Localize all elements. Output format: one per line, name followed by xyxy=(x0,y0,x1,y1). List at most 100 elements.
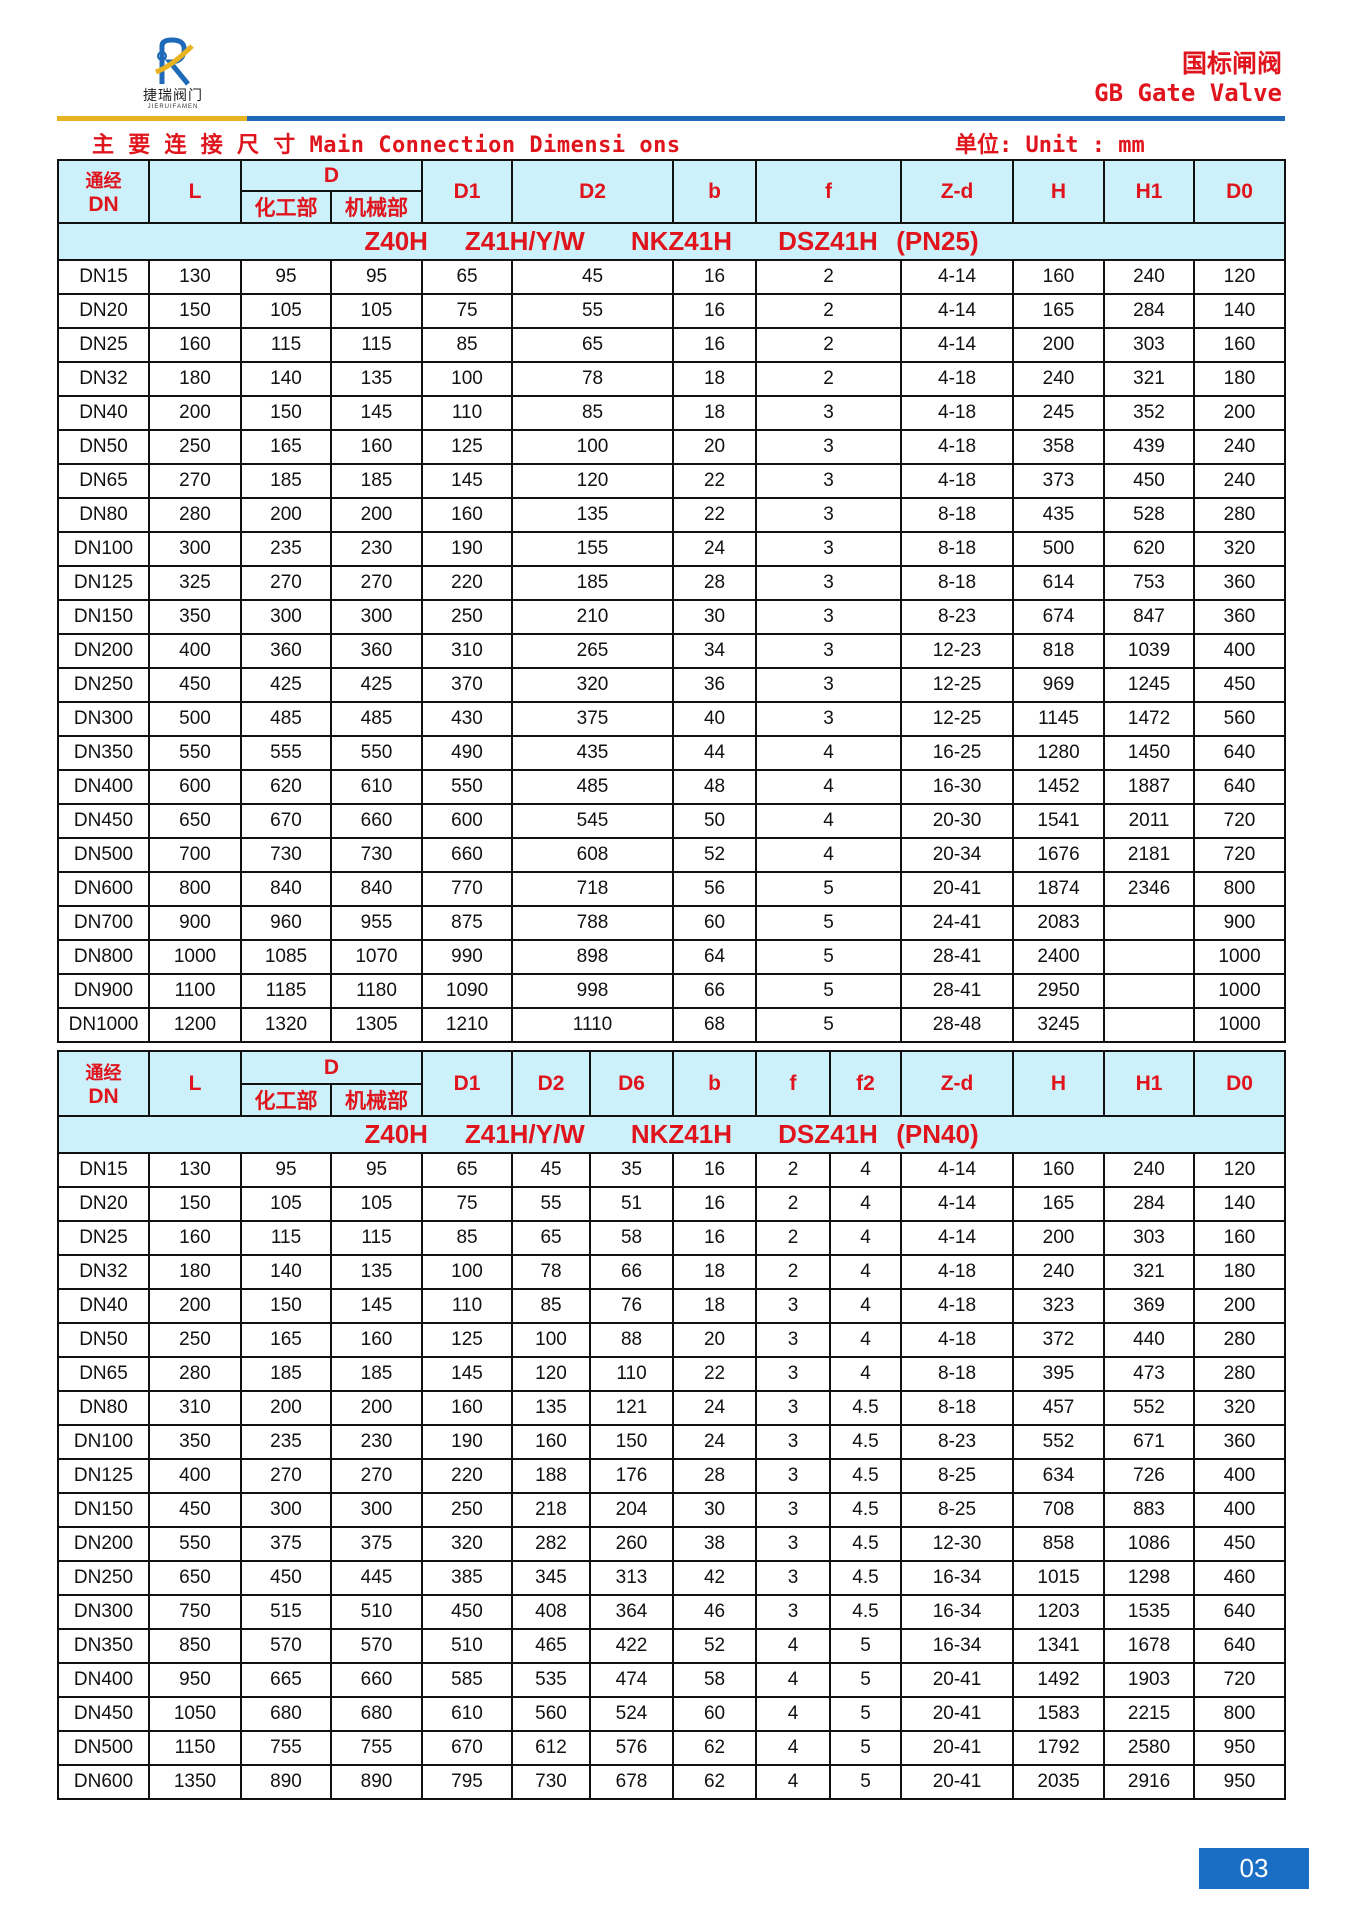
table-cell: 20-34 xyxy=(900,837,1015,873)
table-cell: 185 xyxy=(329,463,424,499)
table-cell: 890 xyxy=(329,1764,424,1800)
table-cell: 120 xyxy=(511,463,675,499)
table-cell: 190 xyxy=(421,531,514,567)
table-cell: 62 xyxy=(672,1764,758,1800)
table-cell: 2950 xyxy=(1012,973,1106,1009)
cell-dn: DN450 xyxy=(57,1696,150,1732)
header-d-mech: 机械部 xyxy=(329,1083,424,1117)
header-d-chem: 化工部 xyxy=(240,190,332,224)
table-cell: 4 xyxy=(755,1628,832,1664)
table-cell: 303 xyxy=(1103,1220,1196,1256)
table-cell: 145 xyxy=(329,1288,424,1324)
table-cell: 450 xyxy=(1193,1526,1287,1562)
table-cell: 5 xyxy=(829,1662,903,1698)
table-cell: 150 xyxy=(240,395,332,431)
table-cell: 66 xyxy=(589,1254,675,1290)
table-cell: 1792 xyxy=(1012,1730,1106,1766)
table-cell: 78 xyxy=(511,361,675,397)
table-cell: 120 xyxy=(511,1356,592,1392)
table-cell: 2035 xyxy=(1012,1764,1106,1800)
table-cell: 140 xyxy=(1193,1186,1287,1222)
table-cell: 160 xyxy=(421,497,514,533)
table-cell: 4 xyxy=(755,769,903,805)
table-cell: 1887 xyxy=(1103,769,1196,805)
table-cell: 5 xyxy=(829,1696,903,1732)
cell-dn: DN40 xyxy=(57,1288,150,1324)
table-cell: 650 xyxy=(148,1560,242,1596)
cell-dn: DN80 xyxy=(57,497,150,533)
table-cell: 898 xyxy=(511,939,675,975)
table-cell: 95 xyxy=(240,1152,332,1188)
table-cell: 240 xyxy=(1193,429,1287,465)
table-cell: 450 xyxy=(421,1594,514,1630)
table-cell: 190 xyxy=(421,1424,514,1460)
cell-dn: DN15 xyxy=(57,1152,150,1188)
table-cell: 400 xyxy=(1193,633,1287,669)
table-cell: 235 xyxy=(240,1424,332,1460)
table-cell: 210 xyxy=(511,599,675,635)
table-cell: 65 xyxy=(421,259,514,295)
table-cell: 1000 xyxy=(148,939,242,975)
cell-dn: DN25 xyxy=(57,1220,150,1256)
cell-dn: DN125 xyxy=(57,1458,150,1494)
table-cell: 4 xyxy=(829,1254,903,1290)
table-cell: 200 xyxy=(240,497,332,533)
cell-dn: DN250 xyxy=(57,1560,150,1596)
table-cell: 300 xyxy=(240,1492,332,1528)
table-cell: 76 xyxy=(589,1288,675,1324)
table-cell: 20-41 xyxy=(900,1662,1015,1698)
table-cell: 4.5 xyxy=(829,1492,903,1528)
table-cell: 50 xyxy=(672,803,758,839)
table-cell: 1086 xyxy=(1103,1526,1196,1562)
table-cell: 1583 xyxy=(1012,1696,1106,1732)
table-cell: 218 xyxy=(511,1492,592,1528)
table-cell: 115 xyxy=(240,1220,332,1256)
table-cell: 1110 xyxy=(511,1007,675,1043)
table-cell: 5 xyxy=(755,905,903,941)
table-cell: 4 xyxy=(755,1696,832,1732)
table-cell: 640 xyxy=(1193,1594,1287,1630)
table-cell: 1350 xyxy=(148,1764,242,1800)
table-cell: 1180 xyxy=(329,973,424,1009)
table-cell: 75 xyxy=(421,1186,514,1222)
table-row: DN20 150 105 105 75 55 51 16 2 4 4-14 165 284 140 xyxy=(57,1186,1287,1222)
table-cell: 847 xyxy=(1103,599,1196,635)
table-cell: 100 xyxy=(421,361,514,397)
table-cell: 16-34 xyxy=(900,1594,1015,1630)
table-cell: 550 xyxy=(148,735,242,771)
table-cell: 552 xyxy=(1103,1390,1196,1426)
table-cell: 185 xyxy=(329,1356,424,1392)
table-cell: 160 xyxy=(329,1322,424,1358)
table-cell: 665 xyxy=(240,1662,332,1698)
cell-dn: DN150 xyxy=(57,1492,150,1528)
table-cell: 245 xyxy=(1012,395,1106,431)
table-cell: 2011 xyxy=(1103,803,1196,839)
cell-dn: DN450 xyxy=(57,803,150,839)
table-cell: 115 xyxy=(240,327,332,363)
table-cell: 360 xyxy=(1193,599,1287,635)
table-row: DN25 160 115 115 85 65 16 2 4-14 200 303 160 xyxy=(57,327,1287,363)
table-cell: 883 xyxy=(1103,1492,1196,1528)
table-cell: 360 xyxy=(329,633,424,669)
table-cell: 45 xyxy=(511,1152,592,1188)
table-cell: 730 xyxy=(240,837,332,873)
table-cell: 457 xyxy=(1012,1390,1106,1426)
table-row: DN32 180 140 135 100 78 18 2 4-18 240 321 180 xyxy=(57,361,1287,397)
table-cell: 18 xyxy=(672,1288,758,1324)
table-cell: 730 xyxy=(329,837,424,873)
table-cell: 121 xyxy=(589,1390,675,1426)
cell-dn: DN65 xyxy=(57,1356,150,1392)
logo-name-cn: 捷瑞阀门 xyxy=(143,88,203,104)
table-row: DN700 900 960 955 875 788 60 5 24-41 2083 900 xyxy=(57,905,1287,941)
table-cell: 2215 xyxy=(1103,1696,1196,1732)
table-cell: 150 xyxy=(589,1424,675,1460)
table-cell: 4 xyxy=(755,1764,832,1800)
table-cell: 1070 xyxy=(329,939,424,975)
table-cell: 4.5 xyxy=(829,1560,903,1596)
cell-dn: DN20 xyxy=(57,293,150,329)
table-cell: 150 xyxy=(148,293,242,329)
table-cell: 12-25 xyxy=(900,701,1015,737)
table-cell: 400 xyxy=(148,633,242,669)
table-cell: 135 xyxy=(329,1254,424,1290)
table-cell: 395 xyxy=(1012,1356,1106,1392)
